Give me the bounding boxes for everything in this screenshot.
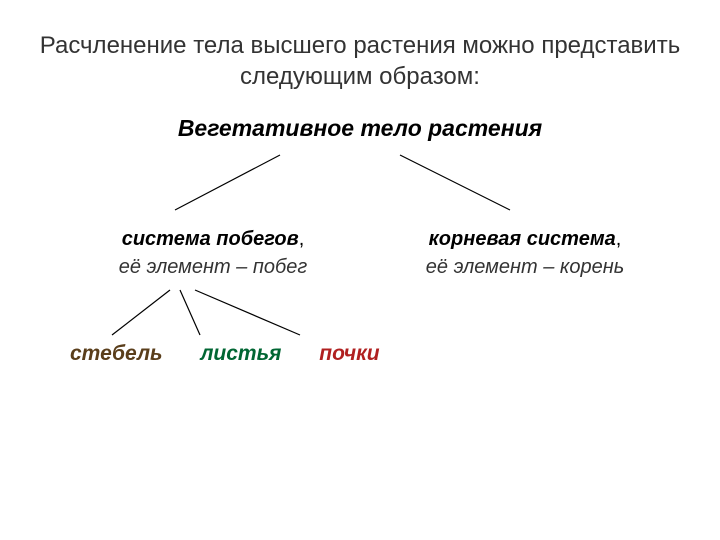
branch-right-subtitle: её элемент – корень (426, 256, 624, 278)
branch-right: корневая система, её элемент – корень (380, 225, 670, 281)
leaf-buds: почки (319, 342, 379, 366)
line-root-left (175, 155, 280, 210)
leaf-leaves: листья (200, 342, 281, 366)
line-branch-1 (112, 290, 170, 335)
branch-right-title: корневая система (429, 228, 616, 250)
branch-left: система побегов, её элемент – побег (68, 225, 358, 281)
line-root-right (400, 155, 510, 210)
root-node: Вегетативное тело растения (0, 115, 720, 142)
line-branch-3 (195, 290, 300, 335)
branch-right-comma: , (616, 228, 622, 250)
branch-left-title: система побегов (122, 228, 299, 250)
diagram-title: Расчленение тела высшего растения можно … (0, 30, 720, 92)
leaf-row: стебель листья почки (70, 342, 380, 366)
line-branch-2 (180, 290, 200, 335)
branch-left-comma: , (299, 228, 305, 250)
branch-left-subtitle: её элемент – побег (119, 256, 307, 278)
leaf-stem: стебель (70, 342, 162, 366)
